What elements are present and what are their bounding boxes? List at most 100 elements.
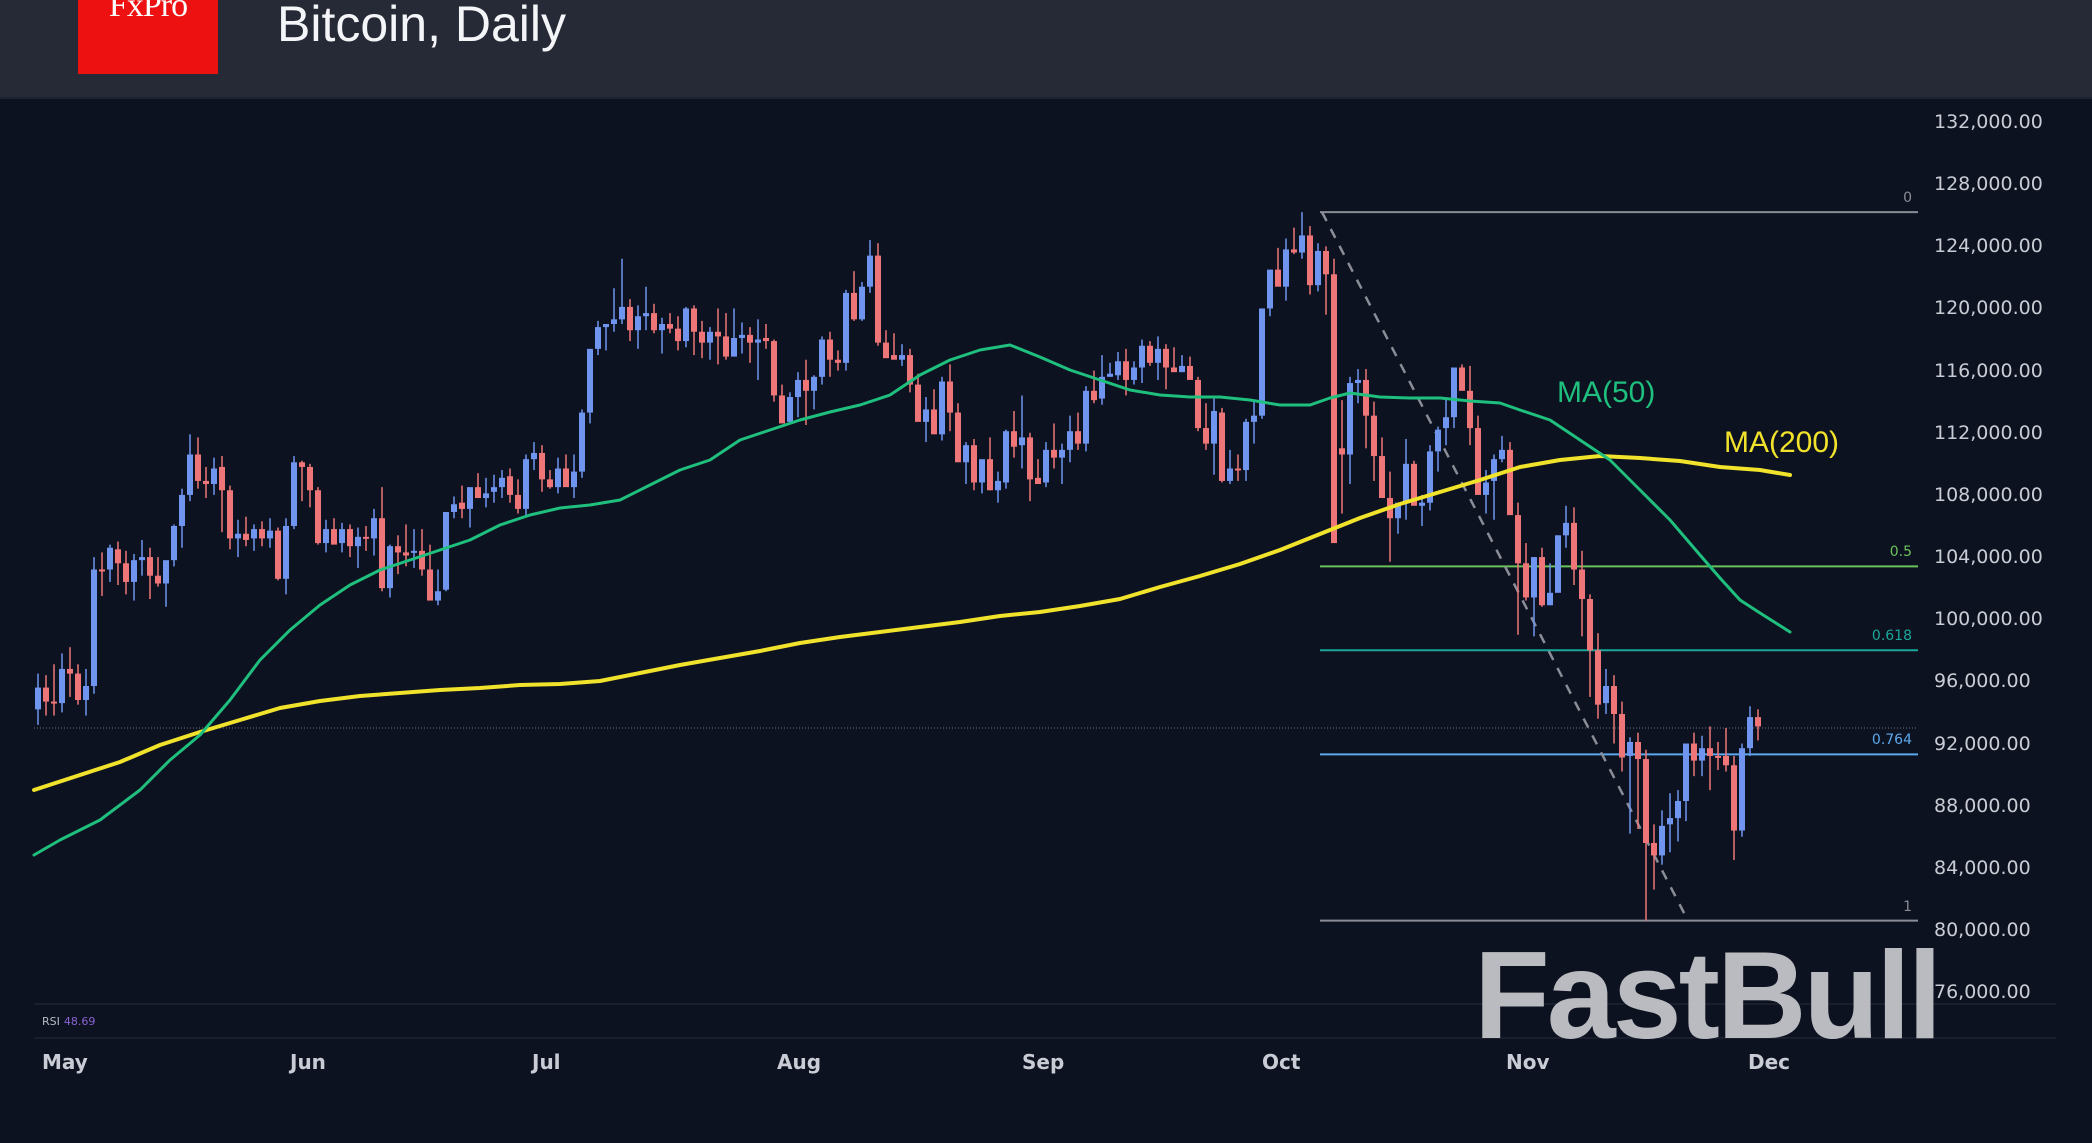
candle-up	[467, 487, 473, 509]
candle-up	[1627, 741, 1633, 756]
candle-up	[1059, 449, 1065, 458]
candle-up	[1099, 376, 1105, 399]
candle-down	[363, 536, 369, 539]
candle-down	[883, 342, 889, 359]
month-tick-label: Dec	[1748, 1050, 1791, 1074]
price-tick-label: 104,000.00	[1934, 546, 2043, 569]
ma50-label: MA(50)	[1557, 376, 1656, 409]
candle-down	[1579, 569, 1585, 600]
price-tick-label: 108,000.00	[1934, 483, 2043, 506]
candle-up	[1067, 431, 1073, 450]
candle-down	[379, 518, 385, 589]
candle-up	[1211, 411, 1217, 444]
price-chart[interactable]	[0, 99, 2092, 1143]
candle-up	[1043, 449, 1049, 483]
candle-down	[1595, 650, 1601, 705]
candle-up	[1659, 825, 1665, 856]
candle-down	[347, 529, 353, 547]
candle-up	[1227, 468, 1233, 481]
candle-down	[1163, 348, 1169, 368]
candle-up	[1675, 801, 1681, 819]
month-tick-label: Jul	[532, 1050, 561, 1074]
candle-up	[1251, 415, 1257, 422]
price-tick-label: 76,000.00	[1934, 981, 2031, 1004]
candle-up	[755, 339, 761, 343]
month-tick-label: May	[42, 1050, 88, 1074]
candle-down	[475, 487, 481, 499]
candle-up	[571, 471, 577, 488]
candle-down	[419, 550, 425, 570]
price-tick-label: 116,000.00	[1934, 359, 2043, 382]
candle-up	[795, 379, 801, 398]
candle-down	[1755, 717, 1761, 727]
candle-up	[1179, 365, 1185, 373]
fxpro-logo: FxPro	[78, 0, 218, 74]
month-tick-label: Oct	[1262, 1050, 1301, 1074]
candle-down	[875, 255, 881, 343]
candle-down	[1507, 449, 1513, 516]
price-tick-label: 80,000.00	[1934, 918, 2031, 941]
candle-up	[339, 529, 345, 544]
ma200-label: MA(200)	[1724, 426, 1840, 459]
candle-up	[291, 462, 297, 526]
candle-up	[1019, 437, 1025, 446]
candle-up	[443, 512, 449, 590]
candle-down	[275, 530, 281, 579]
candle-up	[1443, 417, 1449, 429]
candle-up	[1115, 361, 1121, 376]
candle-up	[1667, 818, 1673, 825]
fib-level-label: 0	[1903, 190, 1912, 207]
candle-up	[819, 339, 825, 377]
candle-down	[1371, 415, 1377, 457]
candle-up	[787, 397, 793, 422]
chart-area[interactable]	[0, 99, 2092, 1143]
candle-up	[411, 550, 417, 553]
candle-up	[435, 591, 441, 601]
candle-up	[1451, 367, 1457, 418]
candle-down	[723, 336, 729, 357]
candle-up	[587, 348, 593, 413]
price-tick-label: 100,000.00	[1934, 608, 2043, 631]
candle-up	[1747, 717, 1753, 749]
candle-down	[763, 337, 769, 342]
candle-down	[1643, 759, 1649, 843]
candle-up	[59, 668, 65, 704]
price-tick-label: 88,000.00	[1934, 794, 2031, 817]
candle-up	[171, 525, 177, 561]
rsi-legend[interactable]: RSI 48.69	[42, 1015, 95, 1028]
candle-down	[1075, 431, 1081, 444]
candle-up	[1491, 459, 1497, 481]
candle-down	[403, 552, 409, 556]
candle-down	[243, 533, 249, 540]
candle-up	[1299, 235, 1305, 253]
candle-up	[979, 459, 985, 483]
candle-down	[651, 313, 657, 331]
candle-down	[1195, 379, 1201, 429]
candle-up	[483, 493, 489, 499]
candle-up	[1499, 449, 1505, 460]
candle-down	[43, 687, 49, 702]
candle-down	[1539, 557, 1545, 606]
candle-down	[987, 459, 993, 491]
candle-down	[1715, 755, 1721, 758]
candle-down	[1219, 412, 1225, 481]
candle-up	[635, 316, 641, 331]
chart-title: Bitcoin, Daily	[277, 0, 566, 52]
candle-down	[515, 494, 521, 509]
price-tick-label: 112,000.00	[1934, 421, 2043, 444]
candle-down	[1011, 431, 1017, 447]
candle-up	[1003, 431, 1009, 483]
candle-down	[1331, 274, 1337, 544]
price-tick-label: 120,000.00	[1934, 297, 2043, 320]
candle-down	[67, 668, 73, 674]
candle-up	[1699, 748, 1705, 761]
candle-up	[139, 557, 145, 561]
candle-down	[907, 355, 913, 385]
candle-up	[1563, 522, 1569, 536]
candle-down	[51, 701, 57, 704]
candle-up	[211, 468, 217, 485]
candle-up	[283, 525, 289, 579]
ma200-line	[32, 454, 1792, 792]
candle-up	[323, 529, 329, 544]
candle-up	[1259, 308, 1265, 416]
